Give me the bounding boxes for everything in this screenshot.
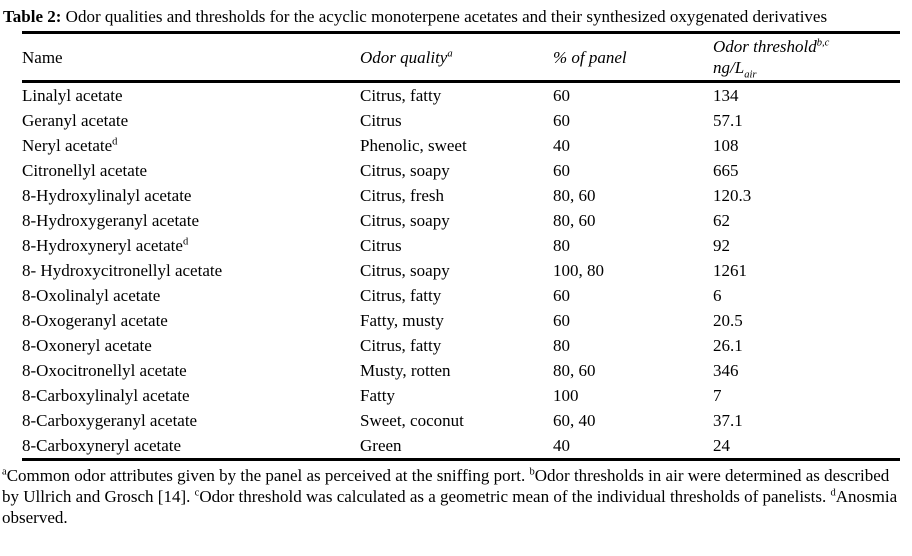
footnote-text-b: Odor thresholds in air were determined a… (2, 466, 890, 506)
table-row: Citronellyl acetate Citrus, soapy 60 665 (22, 158, 900, 183)
table-row: Linalyl acetate Citrus, fatty 60 134 (22, 82, 900, 109)
cell-odor-quality: Green (360, 435, 402, 455)
cell-odor-quality: Fatty (360, 385, 395, 405)
cell-odor-threshold: 20.5 (713, 310, 743, 330)
cell-odor-quality: Citrus, fresh (360, 185, 445, 205)
cell-odor-threshold: 108 (713, 135, 739, 155)
cell-odor-quality: Citrus, fatty (360, 335, 442, 355)
cell-odor-quality: Phenolic, sweet (360, 135, 467, 155)
footnote-text-d: Anosmia observed. (2, 487, 898, 527)
cell-odor-threshold: 62 (713, 210, 730, 230)
cell-odor-threshold: 1261 (713, 260, 747, 280)
cell-odor-quality: Citrus, soapy (360, 210, 450, 230)
cell-name: 8-Oxogeranyl acetate (22, 310, 168, 330)
cell-percent-of-panel: 60 (553, 285, 570, 305)
table-row: Geranyl acetate Citrus 60 57.1 (22, 108, 900, 133)
cell-name: 8-Oxoneryl acetate (22, 335, 152, 355)
table-row: 8-Hydroxygeranyl acetate Citrus, soapy 80,… (22, 208, 900, 233)
table-row: 8-Carboxylinalyl acetate Fatty 100 7 (22, 383, 900, 408)
cell-odor-threshold: 57.1 (713, 110, 743, 130)
cell-odor-threshold: 6 (713, 285, 722, 305)
column-header-panel: % of panel (553, 32, 713, 83)
cell-odor-threshold: 24 (713, 435, 730, 455)
cell-name: 8-Oxolinalyl acetate (22, 285, 161, 305)
cell-odor-quality: Citrus, soapy (360, 160, 450, 180)
table-caption-text: Odor qualities and thresholds for the ac… (61, 7, 828, 26)
header-row: Name Odor qualitya% of panel Odor threshol… (22, 32, 900, 83)
cell-odor-quality: Citrus, fatty (360, 85, 442, 105)
cell-percent-of-panel: 80, 60 (553, 210, 596, 230)
cell-odor-threshold: 26.1 (713, 335, 743, 355)
cell-percent-of-panel: 60 (553, 160, 570, 180)
footnote-marker-c: c (194, 487, 200, 499)
column-header-name: Name (22, 32, 360, 83)
cell-percent-of-panel: 60 (553, 310, 570, 330)
table-row: 8-Oxocitronellyl acetate Musty, rotten 80,… (22, 358, 900, 383)
table-footnotes: aCommon odor attributes given by the pan… (0, 461, 910, 528)
table-caption: Table 2: Odor qualities and thresholds f… (0, 0, 909, 28)
cell-odor-quality: Citrus, soapy (360, 260, 450, 280)
cell-name: Neryl acetated (22, 135, 118, 155)
cell-name: 8-Hydroxylinalyl acetate (22, 185, 192, 205)
table-row: 8-Oxoneryl acetate Citrus, fatty 80 26.1 (22, 333, 900, 358)
cell-name: 8-Hydroxygeranyl acetate (22, 210, 199, 230)
cell-name: Geranyl acetate (22, 110, 129, 130)
cell-odor-quality: Musty, rotten (360, 360, 451, 380)
cell-odor-threshold: 346 (713, 360, 739, 380)
cell-odor-quality: Fatty, musty (360, 310, 444, 330)
column-header-threshold: Odor thresholdb,c ng/Lair (713, 32, 900, 83)
cell-odor-threshold: 7 (713, 385, 722, 405)
footnote-text-a: Common odor attributes given by the pane… (6, 466, 530, 485)
table-body: Linalyl acetate Citrus, fatty 60 134 Geranyl… (22, 82, 900, 460)
footnote-text-c: Odor threshold was calculated as a geome… (199, 487, 831, 506)
footnote-marker-b: b (529, 466, 535, 478)
cell-odor-threshold: 120.3 (713, 185, 752, 205)
cell-name: 8-Hydroxyneryl acetated (22, 235, 189, 255)
cell-percent-of-panel: 80 (553, 335, 570, 355)
cell-percent-of-panel: 60 (553, 85, 570, 105)
cell-percent-of-panel: 40 (553, 435, 570, 455)
cell-name: 8-Carboxylinalyl acetate (22, 385, 190, 405)
cell-percent-of-panel: 60, 40 (553, 410, 596, 430)
cell-odor-threshold: 665 (713, 160, 739, 180)
table-row: 8- Hydroxycitronellyl acetate Citrus, soa… (22, 258, 900, 283)
cell-percent-of-panel: 40 (553, 135, 570, 155)
column-header-quality: Odor qualitya (360, 32, 553, 83)
cell-odor-quality: Citrus (360, 110, 402, 130)
footnote-marker-a: a (2, 466, 7, 478)
cell-percent-of-panel: 80, 60 (553, 360, 596, 380)
table-row: 8-Carboxyneryl acetate Green 40 24 (22, 433, 900, 460)
table-row: Neryl acetated Phenolic, sweet 40 108 (22, 133, 900, 158)
cell-name: Linalyl acetate (22, 85, 123, 105)
cell-odor-quality: Citrus (360, 235, 402, 255)
table-header: Name Odor qualitya% of panel Odor threshol… (22, 32, 900, 83)
cell-name: 8-Carboxyneryl acetate (22, 435, 182, 455)
footnote-marker-d: d (830, 487, 836, 499)
cell-percent-of-panel: 80, 60 (553, 185, 596, 205)
cell-odor-quality: Sweet, coconut (360, 410, 464, 430)
cell-percent-of-panel: 60 (553, 110, 570, 130)
cell-odor-threshold: 37.1 (713, 410, 743, 430)
cell-odor-threshold: 92 (713, 235, 730, 255)
cell-odor-threshold: 134 (713, 85, 739, 105)
table-row: 8-Oxolinalyl acetate Citrus, fatty 60 6 (22, 283, 900, 308)
cell-percent-of-panel: 80 (553, 235, 570, 255)
cell-percent-of-panel: 100 (553, 385, 579, 405)
cell-name: 8-Oxocitronellyl acetate (22, 360, 187, 380)
table-row: 8-Hydroxyneryl acetated Citrus 80 92 (22, 233, 900, 258)
cell-name: 8-Carboxygeranyl acetate (22, 410, 198, 430)
odor-thresholds-table: Name Odor qualitya% of panel Odor threshol… (22, 31, 900, 461)
cell-percent-of-panel: 100, 80 (553, 260, 604, 280)
table-number-label: Table 2: (3, 7, 62, 26)
cell-name: Citronellyl acetate (22, 160, 148, 180)
cell-odor-quality: Citrus, fatty (360, 285, 442, 305)
table-row: 8-Oxogeranyl acetate Fatty, musty 60 20.5 (22, 308, 900, 333)
table-row: 8-Hydroxylinalyl acetate Citrus, fresh 80,… (22, 183, 900, 208)
cell-name: 8- Hydroxycitronellyl acetate (22, 260, 223, 280)
table-row: 8-Carboxygeranyl acetate Sweet, coconut 60… (22, 408, 900, 433)
